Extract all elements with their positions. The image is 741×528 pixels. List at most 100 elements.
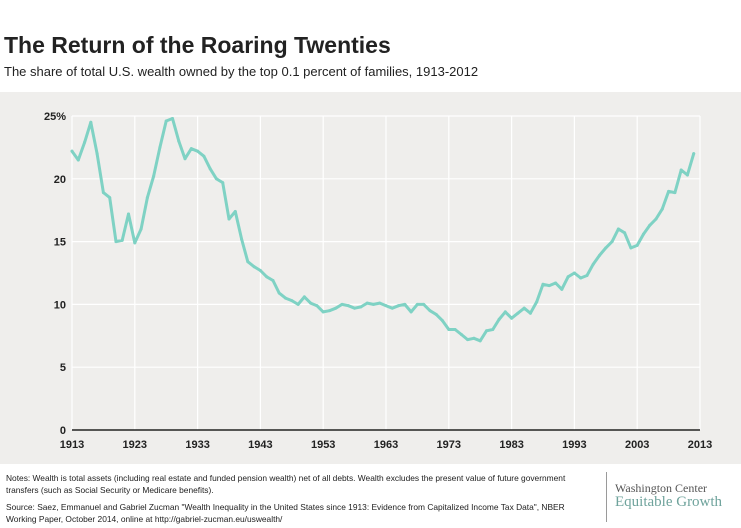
data-point [340, 302, 344, 306]
logo-wordmark-top: Washington Center [615, 481, 708, 495]
data-point [566, 275, 570, 279]
data-point [535, 300, 539, 304]
data-point [572, 271, 576, 275]
data-point [365, 301, 369, 305]
data-point [667, 189, 671, 193]
data-point [120, 238, 124, 242]
y-tick-label: 5 [60, 362, 66, 374]
x-tick-label: 1953 [311, 439, 335, 451]
data-point [214, 177, 218, 181]
data-point [510, 316, 514, 320]
x-tick-label: 1983 [499, 439, 523, 451]
data-point [183, 157, 187, 161]
data-point [321, 310, 325, 314]
data-point [434, 312, 438, 316]
data-point [591, 262, 595, 266]
data-point [152, 174, 156, 178]
data-point [70, 149, 74, 153]
data-point [202, 154, 206, 158]
data-point [252, 265, 256, 269]
data-point [441, 319, 445, 323]
data-points [70, 117, 696, 343]
data-point [177, 139, 181, 143]
data-point [616, 227, 620, 231]
data-point [296, 302, 300, 306]
logo-divider [606, 472, 607, 522]
data-point [679, 168, 683, 172]
data-point [95, 152, 99, 156]
chart-title: The Return of the Roaring Twenties [4, 32, 391, 58]
data-point [528, 311, 532, 315]
data-point [484, 329, 488, 333]
data-point [76, 158, 80, 162]
data-point [453, 328, 457, 332]
data-point [170, 117, 174, 121]
data-point [359, 305, 363, 309]
data-point [139, 227, 143, 231]
data-point [353, 306, 357, 310]
x-tick-label: 2003 [625, 439, 649, 451]
data-point [89, 120, 93, 124]
y-tick-label: 25% [44, 111, 66, 123]
data-point [315, 304, 319, 308]
data-point [648, 223, 652, 227]
data-point [221, 181, 225, 185]
x-tick-label: 1973 [437, 439, 461, 451]
x-tick-label: 1913 [60, 439, 84, 451]
data-point [685, 173, 689, 177]
data-point [641, 232, 645, 236]
data-point [635, 243, 639, 247]
data-point [83, 140, 87, 144]
line-chart: 0 5 10 15 20 25% 1913 1923 1933 1943 1953 1963 1973 1… [44, 111, 712, 451]
data-point [277, 291, 281, 295]
data-point [654, 217, 658, 221]
data-point [660, 207, 664, 211]
footer: Notes: Wealth is total assets (including… [0, 464, 741, 528]
data-point [271, 279, 275, 283]
chart-source: Source: Saez, Emmanuel and Gabriel Zucma… [6, 502, 565, 524]
data-point [604, 246, 608, 250]
data-point [378, 301, 382, 305]
data-point [240, 237, 244, 241]
data-point [334, 306, 338, 310]
data-point [265, 275, 269, 279]
data-point [258, 268, 262, 272]
data-point [598, 253, 602, 257]
y-tick-label: 10 [54, 299, 66, 311]
data-point [522, 306, 526, 310]
data-point [346, 304, 350, 308]
data-point [196, 149, 200, 153]
data-point [560, 287, 564, 291]
data-point [208, 167, 212, 171]
data-point [692, 152, 696, 156]
data-point [472, 336, 476, 340]
y-tick-label: 0 [60, 425, 66, 437]
data-point [503, 310, 507, 314]
data-point [158, 145, 162, 149]
data-point [108, 196, 112, 200]
data-point [516, 311, 520, 315]
data-point [466, 338, 470, 342]
data-point [290, 299, 294, 303]
data-point [447, 328, 451, 332]
data-point [629, 246, 633, 250]
data-point [428, 309, 432, 313]
chart-subtitle: The share of total U.S. wealth owned by … [4, 64, 479, 79]
data-point [327, 309, 331, 313]
data-point [403, 302, 407, 306]
data-point [371, 302, 375, 306]
data-point [585, 274, 589, 278]
data-point [145, 196, 149, 200]
chart-panel: 0 5 10 15 20 25% 1913 1923 1933 1943 1953 1963 1973 1… [0, 92, 741, 464]
data-point [302, 295, 306, 299]
data-point [284, 296, 288, 300]
data-point [133, 241, 137, 245]
data-point [610, 240, 614, 244]
chart-notes: Notes: Wealth is total assets (including… [6, 473, 566, 495]
logo-wordmark-bottom: Equitable Growth [615, 494, 723, 510]
data-point [384, 304, 388, 308]
data-point [673, 191, 677, 195]
x-tick-label: 1923 [123, 439, 147, 451]
data-point [547, 284, 551, 288]
y-tick-label: 20 [54, 174, 66, 186]
